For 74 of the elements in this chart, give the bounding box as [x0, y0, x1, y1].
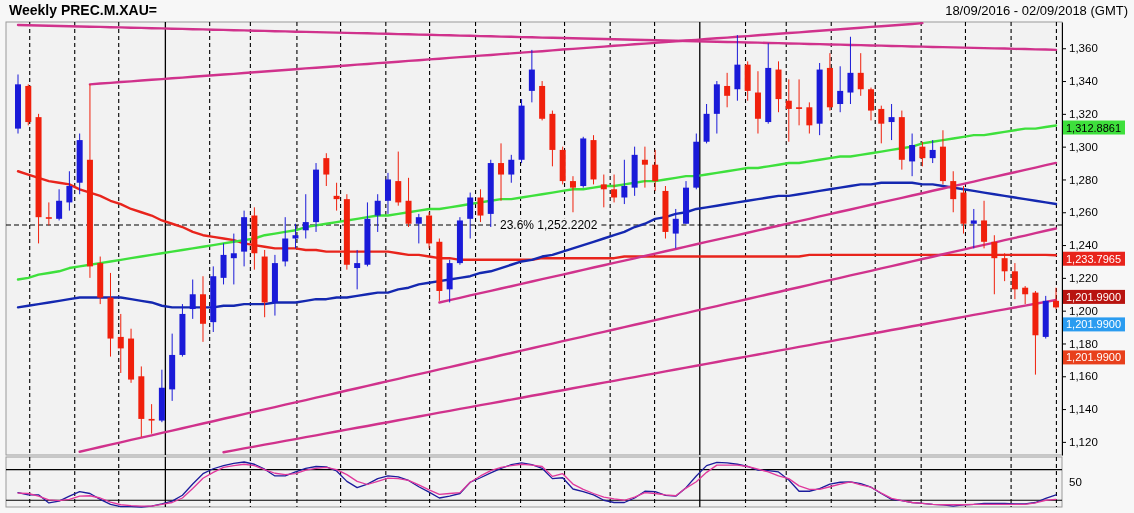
candlestick	[621, 159, 628, 205]
chart-subtitle: 18/09/2016 - 02/09/2018 (GMT)	[945, 3, 1128, 18]
candlestick	[333, 182, 340, 212]
line-series	[16, 124, 1058, 281]
candlestick	[45, 201, 52, 226]
candlestick	[991, 234, 998, 295]
candlestick	[498, 142, 505, 202]
candlestick	[220, 242, 227, 285]
candlestick	[508, 154, 515, 184]
candlestick	[796, 78, 803, 126]
candlestick	[354, 249, 361, 290]
candlestick	[847, 36, 854, 105]
candlestick	[415, 213, 422, 244]
candlestick	[611, 174, 618, 203]
candlestick	[909, 133, 916, 177]
candlestick	[374, 193, 381, 233]
y-tick-label: 1,260	[1069, 206, 1098, 219]
y-tick-label: 1,340	[1069, 75, 1098, 88]
candlestick	[477, 188, 484, 223]
text: 50	[1069, 476, 1082, 488]
candlestick	[323, 152, 330, 187]
y-tick-label: 1,320	[1069, 108, 1098, 121]
candlestick	[569, 175, 576, 213]
candlestick	[467, 192, 474, 239]
candlestick	[785, 78, 792, 143]
candlestick	[970, 208, 977, 249]
chart-title: Weekly PREC.M.XAU=	[9, 2, 157, 18]
candlestick	[405, 177, 412, 228]
y-tick-label: 1,160	[1069, 370, 1098, 383]
candlestick	[1001, 252, 1008, 282]
y-tick-label: 1,180	[1069, 337, 1098, 350]
line-series	[222, 298, 1058, 454]
candlestick	[148, 403, 155, 435]
candlestick	[672, 208, 679, 249]
candlestick	[1053, 287, 1059, 310]
candlestick	[292, 223, 299, 249]
candlestick	[384, 172, 391, 215]
y-tick-label: 1,240	[1069, 239, 1098, 252]
line-series	[16, 170, 1058, 262]
candlestick	[189, 279, 196, 320]
candlestick	[878, 105, 885, 144]
candlestick	[981, 200, 988, 249]
ref-line-label: 23.6% 1,252.2202	[500, 218, 598, 233]
candlestick	[868, 87, 875, 121]
candlestick	[888, 103, 895, 141]
candlestick	[837, 65, 844, 113]
candlestick	[230, 233, 237, 285]
candlestick	[117, 313, 124, 374]
candlestick	[919, 141, 926, 167]
candlestick	[1022, 285, 1029, 305]
candlestick	[1011, 262, 1018, 300]
y-tick-label: 1,220	[1069, 272, 1098, 285]
y-tick-label: 1,120	[1069, 436, 1098, 449]
candlestick	[929, 139, 936, 164]
y-tick-label: 1,300	[1069, 140, 1098, 153]
candlestick	[724, 72, 731, 108]
line-series	[438, 161, 1058, 304]
candlestick	[282, 216, 289, 267]
candlestick	[66, 170, 73, 212]
candlestick	[857, 52, 864, 97]
candlestick	[302, 193, 309, 239]
candlestick	[600, 174, 607, 208]
candlestick	[395, 151, 402, 207]
candlestick	[806, 101, 813, 135]
y-tick-label: 1,200	[1069, 304, 1098, 317]
candlestick	[652, 149, 659, 192]
line-series	[16, 181, 1058, 309]
candlestick	[950, 170, 957, 213]
candlestick	[528, 49, 535, 103]
candlestick	[641, 146, 648, 189]
candlestick	[56, 188, 63, 221]
y-tick-label: 1,280	[1069, 173, 1098, 186]
y-tick-label: 1,360	[1069, 42, 1098, 55]
y-tick-label: 1,140	[1069, 403, 1098, 416]
